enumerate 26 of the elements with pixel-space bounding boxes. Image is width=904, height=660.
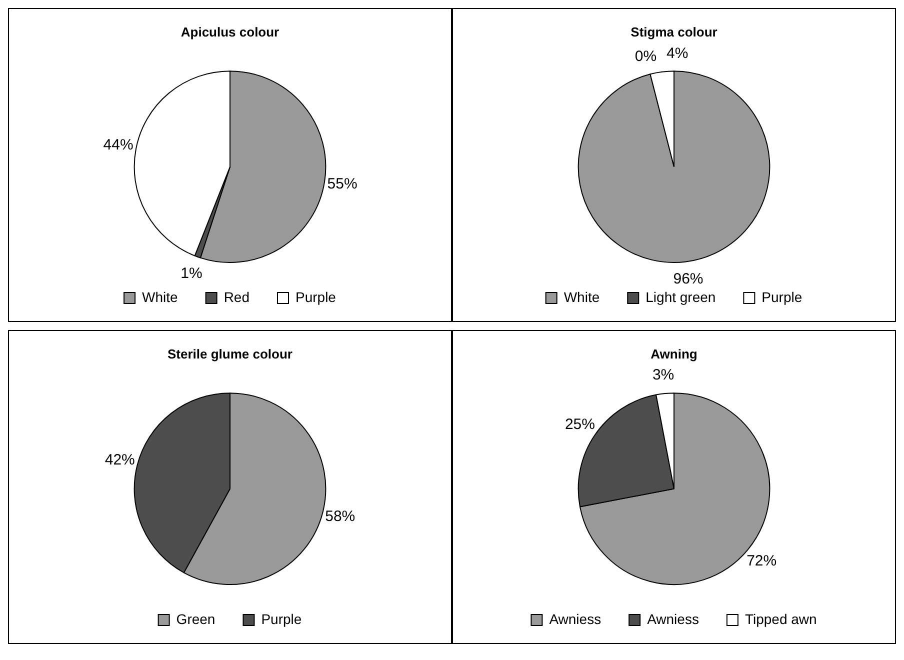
legend-label: Purple bbox=[261, 610, 302, 627]
data-label: 72% bbox=[746, 552, 777, 570]
legend-label: Purple bbox=[296, 288, 336, 305]
data-label: 4% bbox=[666, 45, 688, 62]
data-label: 44% bbox=[103, 136, 134, 154]
legend-label: Red bbox=[224, 288, 250, 305]
chart-title: Stigma colour bbox=[630, 24, 718, 40]
legend-label: White bbox=[564, 288, 600, 305]
data-label: 58% bbox=[325, 508, 356, 526]
data-label: 42% bbox=[104, 452, 135, 469]
chart-title: Apiculus colour bbox=[180, 24, 280, 40]
legend-label: Purple bbox=[762, 288, 802, 305]
data-label: 1% bbox=[180, 264, 202, 282]
text: 0% bbox=[634, 48, 657, 65]
data-label: 3% bbox=[652, 366, 674, 384]
legend-label: White bbox=[142, 288, 178, 305]
legend-label: Green bbox=[176, 610, 216, 627]
data-label: 55% bbox=[327, 176, 358, 193]
legend-label: Tipped awn bbox=[744, 610, 817, 627]
legend-label: Awniess bbox=[647, 610, 699, 627]
data-label: 25% bbox=[564, 416, 595, 434]
legend-label: Light green bbox=[646, 288, 716, 305]
chart-title: Awning bbox=[650, 346, 698, 362]
data-label: 96% bbox=[673, 270, 704, 288]
chart-title: Sterile glume colour bbox=[168, 346, 292, 362]
legend-label: Awniess bbox=[549, 610, 602, 627]
